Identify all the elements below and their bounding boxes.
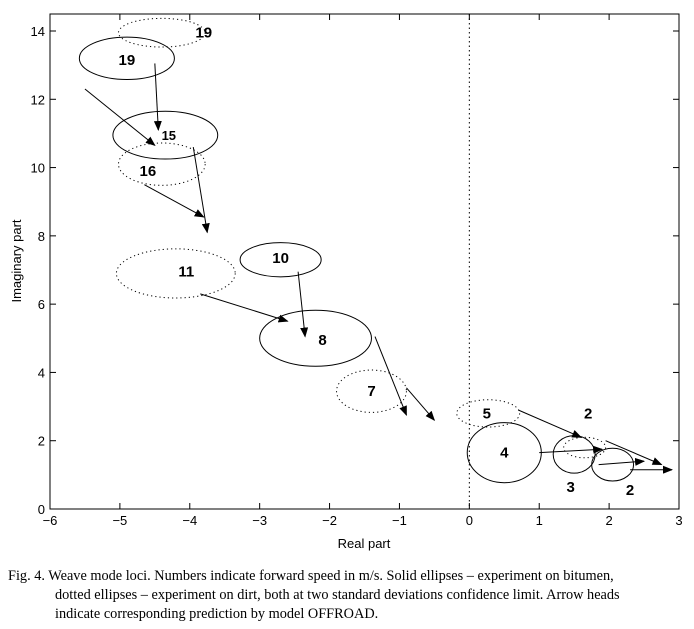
ellipse-bitumen-3	[552, 435, 596, 474]
prediction-arrow	[605, 440, 663, 466]
ellipse-bitumen-10	[239, 242, 322, 278]
speed-label-5: 5	[483, 405, 491, 422]
prediction-arrow	[598, 457, 646, 466]
ellipse-bitumen-15	[112, 110, 219, 160]
y-tick-label: 14	[31, 24, 45, 39]
x-tick-label: −2	[322, 513, 337, 528]
prediction-arrow	[192, 147, 210, 234]
figure-caption: Fig. 4. Weave mode loci. Numbers indicat…	[8, 567, 692, 624]
x-tick-label: 2	[605, 513, 612, 528]
x-tick-label: 1	[536, 513, 543, 528]
speed-label-19: 19	[119, 52, 136, 69]
y-tick-label: 4	[38, 365, 45, 380]
caption-line-1: Fig. 4. Weave mode loci. Numbers indicat…	[8, 568, 614, 584]
ellipse-dirt-11	[115, 248, 236, 299]
speed-label-16: 16	[140, 163, 157, 180]
speed-label-15: 15	[162, 128, 176, 143]
prediction-arrow	[518, 409, 583, 438]
speed-label-2: 2	[626, 482, 634, 499]
speed-label-7: 7	[367, 383, 375, 400]
prediction-arrow	[297, 271, 309, 338]
speed-label-8: 8	[318, 332, 326, 349]
x-tick-label: −3	[252, 513, 267, 528]
prediction-arrow	[200, 293, 289, 323]
y-tick-label: 8	[38, 229, 45, 244]
confidence-ellipses	[78, 17, 635, 484]
y-tick-label: 2	[38, 434, 45, 449]
ellipse-dirt-5	[456, 399, 521, 428]
x-axis-ticks: −6 −5 −4 −3 −2 −1 0 1 2 3	[43, 14, 683, 528]
speed-label-11: 11	[178, 264, 194, 281]
prediction-arrow	[144, 184, 205, 218]
x-tick-label: −4	[182, 513, 197, 528]
ellipse-bitumen-8	[259, 309, 372, 367]
speed-label-4: 4	[500, 445, 509, 462]
caption-line-3: indicate corresponding prediction by mod…	[55, 606, 379, 622]
x-tick-label: −5	[112, 513, 127, 528]
speed-label-19: 19	[195, 25, 212, 42]
y-tick-label: 10	[31, 161, 45, 176]
y-tick-label: 0	[38, 502, 45, 517]
speed-label-2: 2	[584, 405, 592, 422]
prediction-arrow	[84, 88, 156, 147]
ellipse-dirt-19	[117, 17, 206, 48]
caption-line-2: dotted ellipses – experiment on dirt, bo…	[55, 587, 620, 603]
speed-label-3: 3	[567, 479, 575, 496]
ellipse-bitumen-2	[591, 447, 635, 482]
speed-labels: 19 19 15 16 11 10 8 7 5 4 2 3 2	[119, 25, 635, 500]
y-tick-label: 12	[31, 92, 45, 107]
prediction-arrows	[84, 63, 674, 474]
x-tick-label: −1	[392, 513, 407, 528]
plot-frame	[49, 13, 680, 510]
ellipse-bitumen-19	[78, 36, 175, 80]
ellipse-dirt-2	[563, 436, 607, 459]
ellipse-dirt-7	[336, 369, 407, 413]
prediction-arrow	[153, 63, 162, 132]
x-axis-title: Real part	[338, 536, 391, 551]
y-axis-title: Imaginary part	[9, 219, 24, 302]
x-tick-label: 0	[466, 513, 473, 528]
x-tick-label: 3	[675, 513, 682, 528]
prediction-arrow	[539, 445, 604, 454]
y-axis-ticks: 0 2 4 6 8 10 12 14	[31, 24, 679, 517]
y-tick-label: 6	[38, 297, 45, 312]
speed-label-10: 10	[272, 250, 289, 267]
prediction-arrow	[374, 336, 407, 417]
ellipse-dirt-16	[117, 142, 206, 186]
x-tick-label: −6	[43, 513, 58, 528]
prediction-arrow	[406, 387, 436, 421]
